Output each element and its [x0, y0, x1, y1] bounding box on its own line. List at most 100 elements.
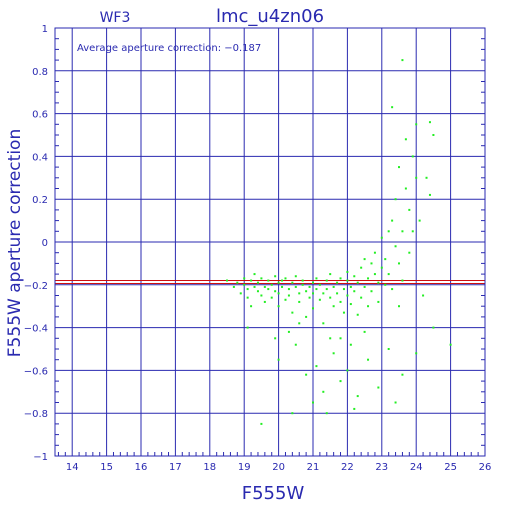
- data-point: [353, 407, 356, 410]
- data-point: [373, 273, 376, 276]
- y-tick-label: −0.8: [24, 409, 48, 420]
- data-point: [428, 121, 431, 124]
- x-tick-label: 16: [135, 462, 148, 473]
- data-point: [336, 292, 339, 295]
- x-tick-label: 22: [341, 462, 354, 473]
- data-point: [301, 279, 304, 282]
- data-point: [415, 123, 418, 126]
- data-point: [263, 285, 266, 288]
- data-point: [298, 292, 301, 295]
- data-point: [349, 343, 352, 346]
- y-tick-label: 0.6: [32, 110, 48, 121]
- data-point: [270, 296, 273, 299]
- data-point: [325, 279, 328, 282]
- data-point: [294, 285, 297, 288]
- data-point: [367, 305, 370, 308]
- x-tick-label: 24: [410, 462, 423, 473]
- data-point: [243, 277, 246, 280]
- data-point: [332, 352, 335, 355]
- x-tick-label: 25: [444, 462, 457, 473]
- data-point: [384, 258, 387, 261]
- data-point: [401, 373, 404, 376]
- data-point: [246, 326, 249, 329]
- data-point: [401, 59, 404, 62]
- data-point: [250, 279, 253, 282]
- data-point: [312, 401, 314, 404]
- data-point: [387, 230, 390, 233]
- data-point: [322, 292, 325, 295]
- data-point: [342, 311, 345, 314]
- data-point: [425, 176, 428, 179]
- data-point: [253, 273, 256, 276]
- data-point: [377, 300, 380, 303]
- data-point: [401, 230, 404, 233]
- chart-title: lmc_u4zn06: [216, 6, 324, 27]
- data-point: [318, 283, 321, 286]
- x-tick-label: 23: [375, 462, 388, 473]
- average-line: [55, 280, 485, 285]
- data-point: [277, 305, 280, 308]
- data-point: [305, 315, 308, 318]
- data-point: [339, 277, 342, 280]
- data-point: [270, 283, 273, 286]
- data-point: [256, 281, 259, 284]
- data-point: [342, 288, 345, 291]
- data-point: [291, 311, 294, 314]
- data-point: [298, 322, 301, 325]
- data-point: [329, 273, 332, 276]
- data-point: [394, 198, 397, 201]
- data-point: [336, 281, 339, 284]
- data-point: [284, 277, 287, 280]
- data-point: [236, 281, 239, 284]
- data-point: [294, 275, 297, 278]
- data-point: [367, 358, 370, 361]
- data-point: [432, 134, 435, 136]
- data-point: [373, 251, 376, 254]
- data-point: [349, 303, 352, 306]
- data-point: [308, 296, 311, 299]
- data-point: [398, 166, 400, 169]
- data-point: [226, 279, 228, 282]
- data-point: [411, 230, 414, 233]
- data-point: [377, 386, 380, 389]
- grid: [55, 27, 486, 457]
- data-point: [449, 343, 452, 346]
- data-point: [332, 305, 335, 308]
- data-point: [394, 245, 397, 248]
- data-point: [277, 281, 280, 284]
- data-point: [243, 283, 246, 286]
- data-point: [401, 279, 404, 282]
- data-point: [408, 208, 411, 211]
- data-point: [315, 277, 318, 280]
- data-point: [370, 290, 373, 293]
- y-tick-label: 0.2: [32, 195, 48, 206]
- data-point: [363, 258, 366, 261]
- data-point: [239, 292, 242, 295]
- data-point: [363, 285, 366, 288]
- data-point: [294, 343, 297, 346]
- x-axis-label: F555W: [242, 483, 305, 504]
- data-point: [305, 290, 308, 293]
- data-point: [322, 390, 325, 393]
- data-point: [253, 285, 256, 288]
- data-point: [312, 307, 314, 310]
- data-point: [315, 365, 318, 368]
- data-point: [277, 292, 280, 295]
- data-point: [370, 262, 373, 265]
- data-point: [287, 294, 290, 297]
- data-point: [287, 330, 290, 333]
- data-point: [312, 281, 314, 284]
- data-point: [349, 285, 352, 288]
- data-point: [415, 176, 418, 179]
- data-point: [346, 279, 349, 282]
- x-tick-labels: 14 15 16 17 18 19 20 21 22 23 24 25 26: [66, 462, 492, 473]
- data-point: [391, 106, 394, 109]
- plot-frame: [54, 27, 486, 457]
- data-point: [360, 296, 363, 299]
- data-point: [277, 358, 280, 361]
- data-point: [246, 288, 249, 291]
- data-point: [346, 294, 349, 297]
- y-tick-label: −0.6: [24, 366, 48, 377]
- data-point: [301, 283, 304, 286]
